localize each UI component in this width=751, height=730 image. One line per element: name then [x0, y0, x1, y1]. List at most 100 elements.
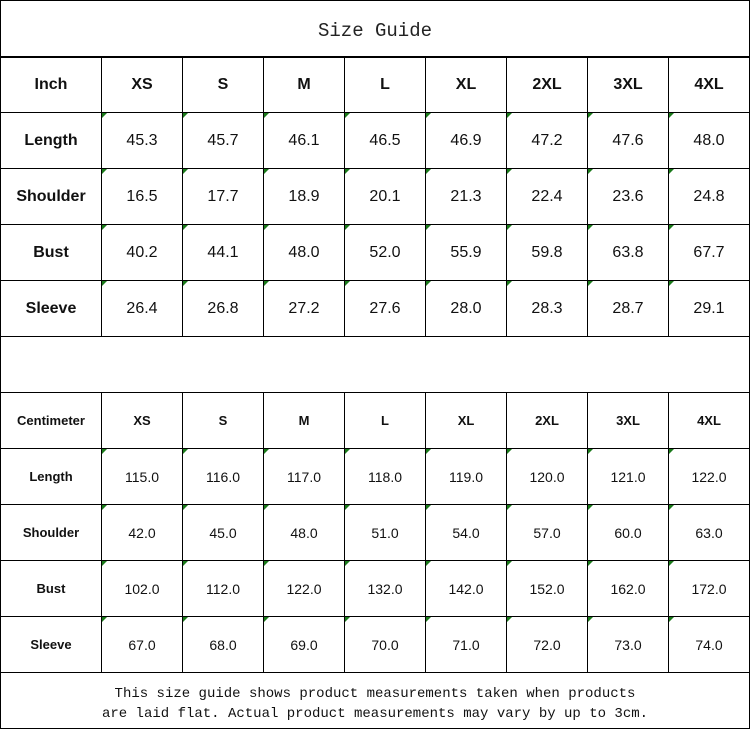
- row-label: Shoulder: [0, 504, 102, 561]
- centimeter-size-table: Centimeter XS S M L XL 2XL 3XL 4XL Length 115.0 116…: [0, 392, 750, 673]
- measurement-cell: 51.0: [344, 504, 426, 561]
- measurement-cell: 45.7: [182, 112, 264, 169]
- size-header: L: [344, 56, 426, 113]
- measurement-cell: 74.0: [668, 616, 750, 673]
- measurement-cell: 17.7: [182, 168, 264, 225]
- measurement-cell: 117.0: [263, 448, 345, 505]
- size-header: XS: [101, 56, 183, 113]
- measurement-cell: 55.9: [425, 224, 507, 281]
- measurement-cell: 28.0: [425, 280, 507, 337]
- measurement-cell: 48.0: [263, 504, 345, 561]
- measurement-cell: 26.8: [182, 280, 264, 337]
- measurement-cell: 73.0: [587, 616, 669, 673]
- unit-header: Centimeter: [0, 392, 102, 449]
- unit-header: Inch: [0, 56, 102, 113]
- measurement-cell: 72.0: [506, 616, 588, 673]
- measurement-cell: 122.0: [668, 448, 750, 505]
- measurement-cell: 24.8: [668, 168, 750, 225]
- measurement-cell: 60.0: [587, 504, 669, 561]
- measurement-cell: 46.5: [344, 112, 426, 169]
- measurement-cell: 42.0: [101, 504, 183, 561]
- table-row: Bust 40.2 44.1 48.0 52.0 55.9 59.8 63.8 67.7: [0, 224, 750, 281]
- measurement-cell: 48.0: [263, 224, 345, 281]
- measurement-cell: 115.0: [101, 448, 183, 505]
- size-header: S: [182, 56, 264, 113]
- measurement-cell: 29.1: [668, 280, 750, 337]
- measurement-cell: 116.0: [182, 448, 264, 505]
- footer-line-2: are laid flat. Actual product measuremen…: [101, 706, 649, 722]
- measurement-cell: 21.3: [425, 168, 507, 225]
- size-header: XL: [425, 392, 507, 449]
- measurement-cell: 20.1: [344, 168, 426, 225]
- table-row: Bust 102.0 112.0 122.0 132.0 142.0 152.0 162.0 1…: [0, 560, 750, 617]
- measurement-cell: 46.1: [263, 112, 345, 169]
- size-header: 3XL: [587, 56, 669, 113]
- measurement-cell: 57.0: [506, 504, 588, 561]
- measurement-cell: 26.4: [101, 280, 183, 337]
- measurement-cell: 152.0: [506, 560, 588, 617]
- header-row: Inch XS S M L XL 2XL 3XL 4XL: [0, 56, 750, 113]
- size-header: S: [182, 392, 264, 449]
- measurement-cell: 70.0: [344, 616, 426, 673]
- measurement-cell: 47.6: [587, 112, 669, 169]
- measurement-cell: 112.0: [182, 560, 264, 617]
- measurement-cell: 16.5: [101, 168, 183, 225]
- measurement-cell: 121.0: [587, 448, 669, 505]
- measurement-cell: 68.0: [182, 616, 264, 673]
- size-header: 3XL: [587, 392, 669, 449]
- measurement-cell: 63.0: [668, 504, 750, 561]
- table-row: Sleeve 26.4 26.8 27.2 27.6 28.0 28.3 28.7 29.1: [0, 280, 750, 337]
- measurement-cell: 45.3: [101, 112, 183, 169]
- measurement-cell: 18.9: [263, 168, 345, 225]
- measurement-cell: 132.0: [344, 560, 426, 617]
- measurement-cell: 23.6: [587, 168, 669, 225]
- measurement-cell: 122.0: [263, 560, 345, 617]
- row-label: Bust: [0, 224, 102, 281]
- measurement-cell: 63.8: [587, 224, 669, 281]
- measurement-cell: 67.7: [668, 224, 750, 281]
- measurement-cell: 118.0: [344, 448, 426, 505]
- size-header: 4XL: [668, 56, 750, 113]
- measurement-cell: 46.9: [425, 112, 507, 169]
- row-label: Sleeve: [0, 280, 102, 337]
- measurement-cell: 69.0: [263, 616, 345, 673]
- row-label: Length: [0, 112, 102, 169]
- measurement-cell: 162.0: [587, 560, 669, 617]
- measurement-cell: 54.0: [425, 504, 507, 561]
- measurement-cell: 44.1: [182, 224, 264, 281]
- size-header: L: [344, 392, 426, 449]
- size-header: XL: [425, 56, 507, 113]
- table-row: Length 45.3 45.7 46.1 46.5 46.9 47.2 47.6 48.0: [0, 112, 750, 169]
- table-row: Shoulder 42.0 45.0 48.0 51.0 54.0 57.0 60.0 63.0: [0, 504, 750, 561]
- measurement-cell: 120.0: [506, 448, 588, 505]
- measurement-cell: 119.0: [425, 448, 507, 505]
- inch-size-table: Inch XS S M L XL 2XL 3XL 4XL Length 45.3 45.7 46.1 46…: [0, 56, 750, 337]
- row-label: Length: [0, 448, 102, 505]
- measurement-cell: 172.0: [668, 560, 750, 617]
- measurement-cell: 28.3: [506, 280, 588, 337]
- size-header: M: [263, 56, 345, 113]
- measurement-cell: 102.0: [101, 560, 183, 617]
- table-row: Shoulder 16.5 17.7 18.9 20.1 21.3 22.4 23.6 24.8: [0, 168, 750, 225]
- row-label: Shoulder: [0, 168, 102, 225]
- size-header: 4XL: [668, 392, 750, 449]
- measurement-cell: 28.7: [587, 280, 669, 337]
- header-row: Centimeter XS S M L XL 2XL 3XL 4XL: [0, 392, 750, 449]
- measurement-cell: 27.2: [263, 280, 345, 337]
- measurement-cell: 40.2: [101, 224, 183, 281]
- size-header: M: [263, 392, 345, 449]
- footer-note: This size guide shows product measuremen…: [1, 673, 749, 729]
- measurement-cell: 71.0: [425, 616, 507, 673]
- measurement-cell: 67.0: [101, 616, 183, 673]
- table-row: Sleeve 67.0 68.0 69.0 70.0 71.0 72.0 73.0 74.0: [0, 616, 750, 673]
- footer-line-1: This size guide shows product measuremen…: [114, 686, 636, 702]
- page-title: Size Guide: [1, 1, 749, 58]
- row-label: Bust: [0, 560, 102, 617]
- measurement-cell: 45.0: [182, 504, 264, 561]
- measurement-cell: 59.8: [506, 224, 588, 281]
- table-row: Length 115.0 116.0 117.0 118.0 119.0 120.0 121.…: [0, 448, 750, 505]
- measurement-cell: 27.6: [344, 280, 426, 337]
- size-header: 2XL: [506, 56, 588, 113]
- row-label: Sleeve: [0, 616, 102, 673]
